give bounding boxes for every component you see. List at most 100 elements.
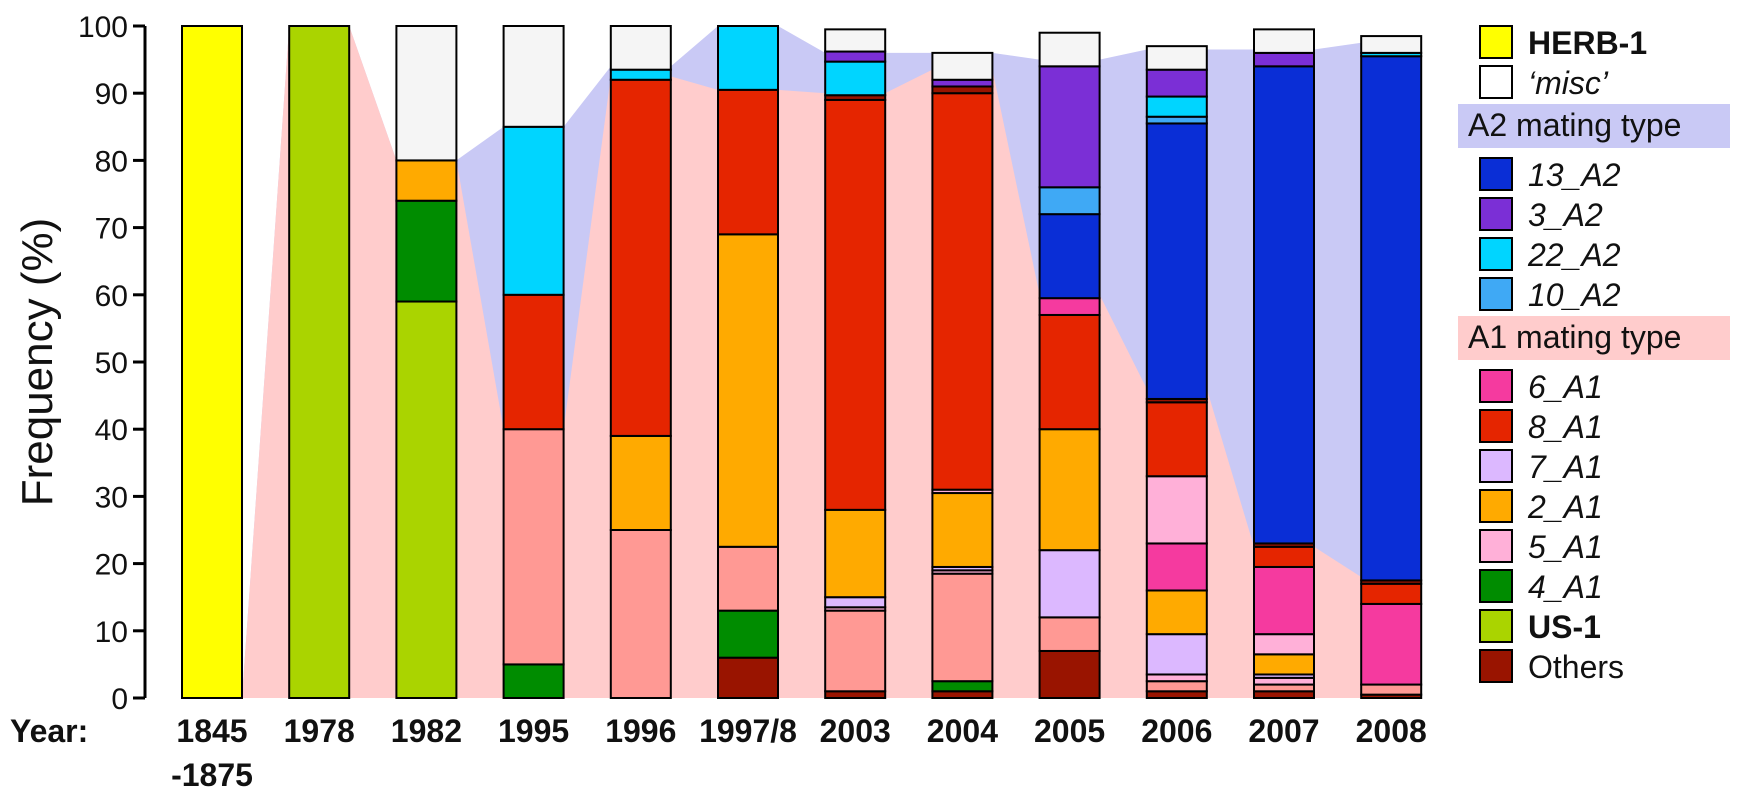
bar-2007: [1253, 28, 1315, 700]
bar-segment: [395, 25, 458, 162]
bar-segment: [1038, 649, 1101, 700]
bar-segment: [1145, 115, 1208, 125]
bar-segment: [931, 78, 994, 88]
legend-label: 4_A1: [1528, 569, 1603, 605]
legend-label: 5_A1: [1528, 529, 1603, 565]
y-tick-label: 90: [95, 78, 128, 111]
bar-segment: [931, 51, 994, 81]
bar-segment: [1145, 589, 1208, 636]
x-tick-label: 2004: [927, 713, 998, 749]
mating-type-bands: [182, 26, 1422, 698]
bar-segment: [1253, 565, 1315, 636]
legend-swatch: [1479, 197, 1513, 231]
legend-swatch: [1479, 369, 1513, 403]
y-tick-label: 100: [78, 11, 128, 44]
y-axis: 0 10 20 30 40 50 60 70 80 90 100: [78, 11, 147, 716]
bar-segment: [717, 233, 779, 548]
y-tick-label: 30: [95, 481, 128, 514]
bar-segment: [824, 690, 887, 700]
bar-segment: [717, 609, 779, 659]
legend-label: US-1: [1528, 609, 1601, 645]
bar-segment: [1145, 68, 1208, 98]
bar-segment: [824, 596, 887, 609]
y-tick-label: 50: [95, 347, 128, 380]
bar-segment: [1145, 680, 1208, 693]
bar-segment: [1038, 31, 1101, 68]
bar-segment: [1145, 95, 1208, 118]
legend-label: 3_A2: [1528, 197, 1603, 233]
y-tick-label: 40: [95, 414, 128, 447]
bar-segment: [1145, 542, 1208, 592]
bar-segment: [609, 529, 672, 699]
bar-segment: [1145, 475, 1208, 545]
bar-2004: [931, 51, 994, 700]
bar-segment: [1360, 35, 1423, 54]
legend-swatch: [1479, 65, 1513, 99]
legend-label: HERB-1: [1528, 25, 1647, 61]
legend-header: A2 mating type: [1468, 107, 1681, 143]
x-tick-label: 1845: [176, 713, 247, 749]
legend-swatch: [1479, 649, 1513, 683]
x-tick-label: 1997/8: [699, 713, 797, 749]
bar-segment: [609, 68, 672, 81]
legend-label: Others: [1528, 649, 1624, 685]
bar-segment: [931, 690, 994, 700]
legend-swatch: [1479, 409, 1513, 443]
x-tick-label: 2008: [1356, 713, 1427, 749]
bar-segment: [288, 25, 351, 699]
x-tick-label: 2007: [1248, 713, 1319, 749]
y-axis-label: Frequency (%): [13, 218, 62, 507]
y-tick-label: 60: [95, 280, 128, 313]
x-tick-label: 2003: [820, 713, 891, 749]
bar-segment: [1038, 297, 1101, 316]
legend-swatch: [1479, 529, 1513, 563]
bar-segment: [395, 159, 458, 202]
bar-segment: [609, 78, 672, 437]
x-tick-label: 1996: [605, 713, 676, 749]
y-tick-label: 0: [111, 683, 128, 716]
legend-header-bg: [1458, 104, 1730, 148]
bar-2006: [1145, 45, 1208, 700]
bars: [181, 25, 1423, 700]
bar-segment: [1253, 676, 1315, 686]
bar-segment: [1145, 633, 1208, 676]
bar-segment: [1038, 65, 1101, 189]
bar-segment: [824, 60, 887, 97]
bar-1995: [502, 25, 565, 700]
legend: HERB-1 ‘misc’ A2 mating type 13_A2 3_A2 22_A2…: [1458, 25, 1730, 685]
bar-segment: [1038, 616, 1101, 652]
bar-segment: [1253, 683, 1315, 693]
bar-segment: [1038, 313, 1101, 431]
legend-label: 6_A1: [1528, 369, 1603, 405]
legend-label: 2_A1: [1527, 489, 1603, 525]
y-tick-label: 70: [95, 213, 128, 246]
legend-label: 10_A2: [1528, 277, 1621, 313]
x-tick-label: 1978: [284, 713, 355, 749]
bar-segment: [1145, 690, 1208, 700]
y-tick-label: 80: [95, 145, 128, 178]
bar-segment: [931, 572, 994, 683]
bar-segment: [395, 300, 458, 699]
x-tick-label-line2: -1875: [171, 757, 253, 793]
bar-segment: [1253, 633, 1315, 656]
bar-segment: [1145, 401, 1208, 478]
bar-segment: [717, 88, 779, 236]
bar-1978: [288, 25, 351, 699]
bar-2005: [1038, 31, 1101, 700]
bar-segment: [1145, 122, 1208, 400]
bar-segment: [1038, 213, 1101, 300]
x-tick-labels: 1845 -1875 1978 1982 1995 1996 1997/8 2003 2004 2…: [171, 713, 1427, 793]
bar-segment: [931, 492, 994, 568]
legend-label: ‘misc’: [1528, 65, 1609, 101]
y-tick-label: 10: [95, 616, 128, 649]
bar-segment: [502, 25, 565, 128]
x-tick-label: 1995: [498, 713, 569, 749]
bar-segment: [609, 25, 672, 71]
legend-swatch: [1479, 609, 1513, 643]
bar-segment: [1038, 428, 1101, 552]
bar-segment: [717, 25, 779, 91]
x-tick-label: 2006: [1141, 713, 1212, 749]
bar-segment: [931, 85, 994, 95]
y-tick-label: 20: [95, 549, 128, 582]
